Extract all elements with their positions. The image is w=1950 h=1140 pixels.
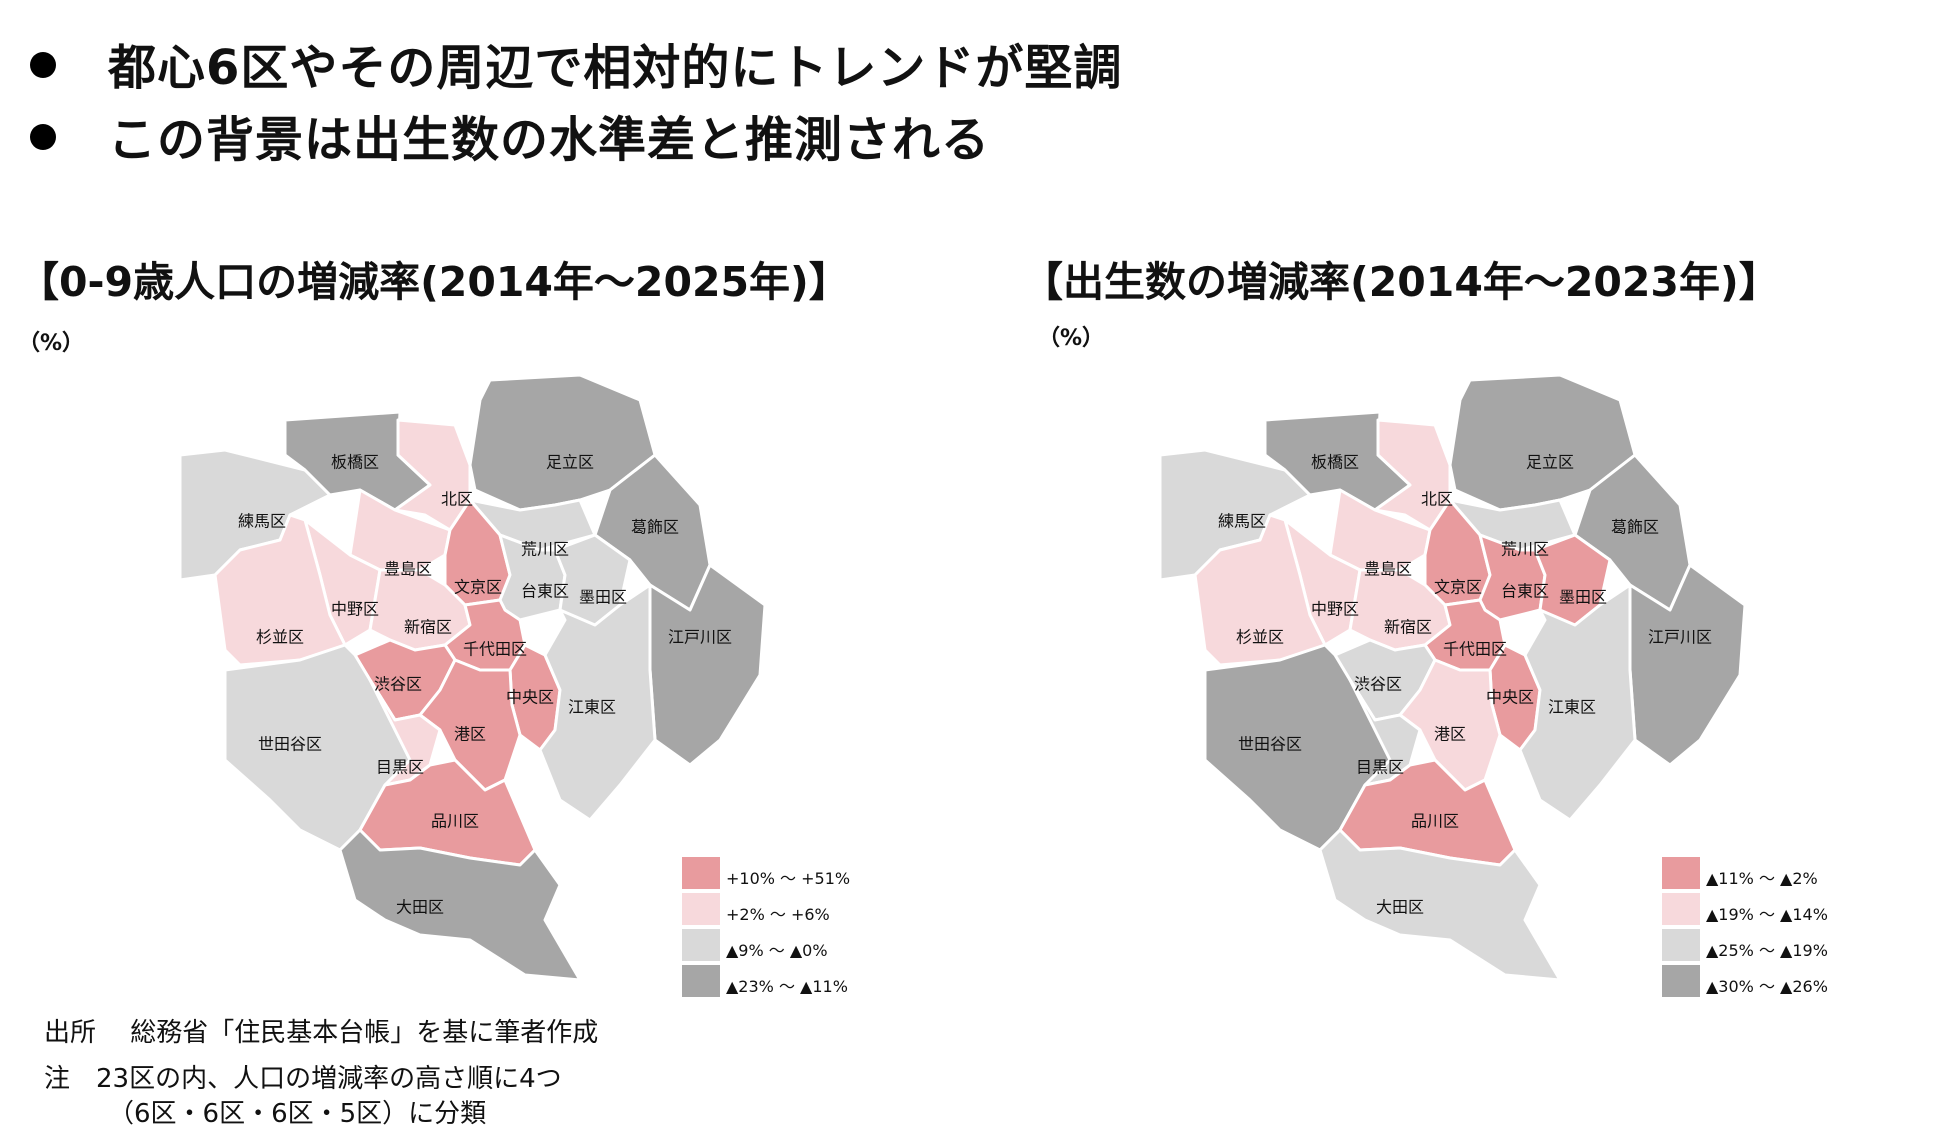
right-ward-label-sumida: 墨田区 (1559, 588, 1607, 607)
right-ward-label-minato: 港区 (1434, 725, 1466, 744)
left-ward-label-shinjuku: 新宿区 (404, 618, 452, 637)
left-ward-koto (538, 583, 657, 822)
right-legend-label: ▲25% ～ ▲19% (1706, 941, 1828, 960)
right-legend-item: ▲11% ～ ▲2% (1662, 857, 1892, 889)
left-legend-swatch (682, 857, 720, 889)
left-ward-label-ota: 大田区 (396, 898, 444, 917)
left-ward-edogawa (648, 563, 767, 767)
left-legend-swatch (682, 965, 720, 997)
right-ward-label-meguro: 目黒区 (1356, 758, 1404, 777)
source-note: 出所 総務省「住民基本台帳」を基に筆者作成 (44, 1018, 599, 1048)
classification-note-line2: （6区・6区・6区・5区）に分類 (108, 1099, 487, 1129)
right-ward-label-edogawa: 江戸川区 (1648, 628, 1712, 647)
left-ward-label-arakawa: 荒川区 (521, 540, 569, 559)
left-ward-label-sumida: 墨田区 (579, 588, 627, 607)
right-legend: ▲11% ～ ▲2% ▲19% ～ ▲14% ▲25% ～ ▲19% ▲30% ～ ▲… (1662, 857, 1902, 997)
left-ward-label-bunkyo: 文京区 (454, 578, 502, 597)
right-ward-label-bunkyo: 文京区 (1434, 578, 1482, 597)
right-ward-label-shinjuku: 新宿区 (1384, 618, 1432, 637)
left-ward-label-taito: 台東区 (521, 582, 569, 601)
left-ward-label-adachi: 足立区 (546, 453, 594, 472)
right-ward-suginami (1193, 513, 1327, 667)
left-ward-label-suginami: 杉並区 (256, 628, 304, 647)
right-legend-swatch (1662, 893, 1700, 925)
bullet-2: この背景は出生数の水準差と推測される (30, 100, 990, 170)
left-map-title: 【0-9歳人口の増減率(2014年～2025年)】 (18, 258, 850, 306)
right-legend-swatch (1662, 857, 1700, 889)
right-ward-label-nerima: 練馬区 (1218, 512, 1266, 531)
right-legend-label: ▲19% ～ ▲14% (1706, 905, 1828, 924)
left-legend-item: +2% ～ +6% (682, 893, 912, 925)
right-ward-label-nakano: 中野区 (1311, 600, 1359, 619)
right-ward-koto (1518, 583, 1637, 822)
left-ward-label-koto: 江東区 (568, 698, 616, 717)
left-ward-ota (338, 828, 582, 982)
left-legend-swatch (682, 929, 720, 961)
right-ward-label-setagaya: 世田谷区 (1238, 735, 1302, 754)
left-legend-label: ▲23% ～ ▲11% (726, 977, 848, 996)
right-ward-kita (1373, 418, 1452, 532)
classification-note-line1: 注 23区の内、人口の増減率の高さ順に4つ (44, 1064, 562, 1094)
left-legend-item: ▲23% ～ ▲11% (682, 965, 912, 997)
left-ward-suginami (213, 513, 347, 667)
left-ward-label-minato: 港区 (454, 725, 486, 744)
left-legend-label: ▲9% ～ ▲0% (726, 941, 828, 960)
right-legend-item: ▲30% ～ ▲26% (1662, 965, 1892, 997)
right-legend-label: ▲30% ～ ▲26% (1706, 977, 1828, 996)
left-ward-label-nakano: 中野区 (331, 600, 379, 619)
bullet-2-text: この背景は出生数の水準差と推測される (108, 112, 991, 168)
left-ward-label-chuo: 中央区 (506, 688, 554, 707)
right-ward-label-chiyoda: 千代田区 (1443, 640, 1507, 659)
left-ward-label-itabashi: 板橋区 (331, 453, 379, 472)
left-ward-label-edogawa: 江戸川区 (668, 628, 732, 647)
right-ward-ota (1318, 828, 1562, 982)
left-unit-label: （%） (18, 331, 85, 356)
right-ward-label-toshima: 豊島区 (1364, 560, 1412, 579)
left-legend-item: +10% ～ +51% (682, 857, 912, 889)
right-ward-label-koto: 江東区 (1548, 698, 1596, 717)
left-legend-swatch (682, 893, 720, 925)
right-legend-label: ▲11% ～ ▲2% (1706, 869, 1818, 888)
left-ward-label-shinagawa: 品川区 (431, 812, 479, 831)
bullet-dot-icon (30, 124, 56, 150)
left-legend-label: +10% ～ +51% (726, 869, 851, 888)
right-ward-edogawa (1628, 563, 1747, 767)
left-ward-label-kita: 北区 (441, 490, 473, 509)
left-ward-taito (498, 533, 567, 622)
left-legend: +10% ～ +51% +2% ～ +6% ▲9% ～ ▲0% ▲23% ～ ▲11% (682, 857, 922, 997)
right-unit-label: （%） (1038, 326, 1105, 351)
bullet-dot-icon (30, 52, 56, 78)
left-ward-label-toshima: 豊島区 (384, 560, 432, 579)
right-legend-item: ▲19% ～ ▲14% (1662, 893, 1892, 925)
right-ward-label-chuo: 中央区 (1486, 688, 1534, 707)
right-ward-label-kita: 北区 (1421, 490, 1453, 509)
right-ward-label-adachi: 足立区 (1526, 453, 1574, 472)
right-map-title: 【出生数の増減率(2014年～2023年)】 (1022, 258, 1780, 306)
right-ward-label-arakawa: 荒川区 (1501, 540, 1549, 559)
right-ward-taito (1478, 533, 1547, 622)
left-ward-label-shibuya: 渋谷区 (374, 675, 422, 694)
right-ward-label-suginami: 杉並区 (1236, 628, 1284, 647)
bullet-1: 都心6区やその周辺で相対的にトレンドが堅調 (30, 28, 1122, 98)
left-ward-label-setagaya: 世田谷区 (258, 735, 322, 754)
left-legend-item: ▲9% ～ ▲0% (682, 929, 912, 961)
right-legend-swatch (1662, 965, 1700, 997)
left-ward-label-nerima: 練馬区 (238, 512, 286, 531)
left-legend-label: +2% ～ +6% (726, 905, 830, 924)
bullet-1-text: 都心6区やその周辺で相対的にトレンドが堅調 (108, 40, 1123, 96)
right-ward-label-shibuya: 渋谷区 (1354, 675, 1402, 694)
left-ward-label-chiyoda: 千代田区 (463, 640, 527, 659)
right-ward-label-shinagawa: 品川区 (1411, 812, 1459, 831)
right-ward-label-katsushika: 葛飾区 (1611, 518, 1659, 537)
left-ward-label-katsushika: 葛飾区 (631, 518, 679, 537)
left-ward-label-meguro: 目黒区 (376, 758, 424, 777)
right-ward-label-taito: 台東区 (1501, 582, 1549, 601)
left-ward-kita (393, 418, 472, 532)
right-legend-item: ▲25% ～ ▲19% (1662, 929, 1892, 961)
right-ward-label-itabashi: 板橋区 (1311, 453, 1359, 472)
right-legend-swatch (1662, 929, 1700, 961)
right-ward-label-ota: 大田区 (1376, 898, 1424, 917)
